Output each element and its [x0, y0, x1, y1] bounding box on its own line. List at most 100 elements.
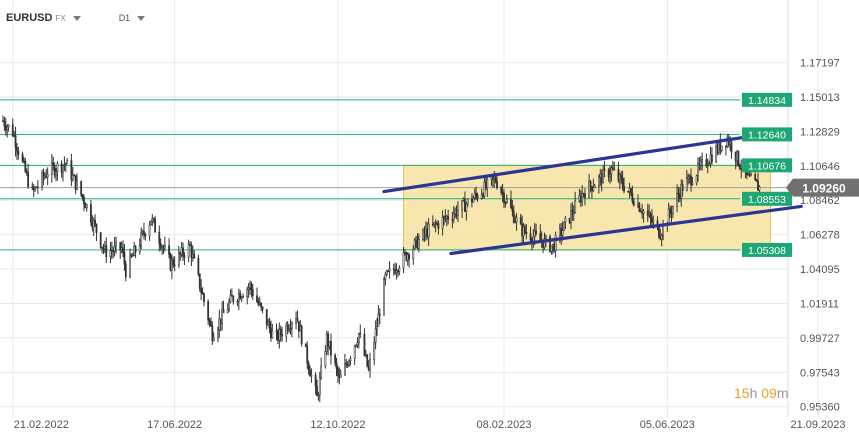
- candle-body: [115, 242, 117, 247]
- candle-body: [327, 333, 330, 347]
- candle-body: [758, 186, 761, 191]
- candle-body: [452, 213, 455, 220]
- candle-body: [328, 341, 331, 347]
- countdown-hours: 15: [734, 385, 750, 401]
- timeframe-label[interactable]: D1: [118, 13, 131, 23]
- candle-body: [53, 165, 56, 176]
- y-tick-label: 0.95360: [800, 402, 840, 414]
- candle-body: [131, 255, 134, 257]
- candle-body: [607, 169, 610, 178]
- candle-body: [102, 247, 105, 250]
- price-axis: 1.17197 1.15013 1.12829 1.10646 1.08462 1.062…: [800, 58, 840, 414]
- candle-body: [348, 360, 350, 366]
- candle-body: [476, 194, 479, 199]
- candle-body: [570, 210, 572, 223]
- candle-body: [424, 228, 427, 235]
- candle-body: [237, 293, 240, 302]
- candle-body: [558, 228, 561, 236]
- candle-body: [510, 199, 512, 209]
- candle-body: [309, 369, 311, 377]
- candle-body: [90, 204, 92, 223]
- candle-body: [591, 186, 593, 192]
- candle-body: [384, 274, 387, 280]
- candle-body: [152, 218, 155, 220]
- candle-body: [25, 171, 28, 173]
- candle-body: [716, 146, 719, 153]
- candle-body: [260, 302, 263, 308]
- candle-body: [533, 230, 536, 237]
- candle-body: [183, 255, 186, 258]
- timeframe-dropdown-icon[interactable]: [137, 15, 146, 21]
- candle-body: [431, 223, 434, 226]
- candle-body: [50, 162, 53, 175]
- candle-body: [295, 318, 297, 324]
- candle-body: [667, 208, 670, 224]
- candle-body: [568, 217, 571, 223]
- candle-body: [138, 245, 141, 253]
- candle-body: [182, 247, 184, 256]
- candle-body: [36, 186, 39, 189]
- x-tick-label: 05.06.2023: [640, 419, 695, 431]
- candle-body: [550, 245, 553, 252]
- candle-body: [366, 354, 369, 367]
- candle-body: [297, 321, 300, 332]
- candle-body: [34, 186, 36, 191]
- candle-body: [620, 174, 623, 179]
- candle-body: [579, 195, 582, 203]
- level-label-bg: [742, 242, 792, 257]
- candle-body: [395, 270, 398, 274]
- candle-body: [687, 176, 690, 179]
- candle-body: [91, 221, 94, 228]
- candle-body: [154, 219, 157, 233]
- candle-body: [676, 193, 678, 207]
- candle-body: [376, 326, 378, 330]
- candle-body: [140, 232, 143, 246]
- y-tick-label: 1.01911: [800, 298, 839, 310]
- candle-body: [275, 330, 278, 333]
- candle-body: [316, 385, 318, 397]
- candle-body: [189, 244, 191, 246]
- candle-body: [394, 269, 397, 274]
- candle-body: [466, 198, 469, 205]
- candle-body: [161, 246, 163, 249]
- candle-body: [443, 216, 445, 218]
- candle-body: [736, 150, 738, 162]
- candle-body: [397, 270, 399, 273]
- candle-body: [632, 200, 635, 206]
- candle-body: [593, 185, 596, 188]
- symbol-label[interactable]: EURUSD: [6, 12, 53, 24]
- candle-body: [271, 330, 274, 339]
- candle-body: [519, 217, 522, 225]
- candle-countdown: 15h 09m: [734, 385, 789, 401]
- candle-body: [493, 177, 496, 180]
- candle-body: [455, 209, 458, 216]
- candle-body: [588, 181, 591, 198]
- y-tick-label: 1.17197: [800, 58, 840, 70]
- candle-body: [483, 181, 486, 197]
- candle-body: [124, 263, 127, 278]
- candle-body: [159, 243, 162, 249]
- candle-body: [387, 270, 390, 273]
- level-label-bg: [742, 127, 792, 142]
- candle-body: [500, 187, 503, 193]
- candle-body: [610, 167, 613, 175]
- candle-body: [392, 268, 395, 270]
- candle-body: [563, 221, 565, 231]
- candle-body: [99, 232, 102, 248]
- candle-body: [270, 327, 272, 339]
- candle-body: [129, 254, 131, 278]
- candle-body: [172, 259, 175, 266]
- current-price-tag: [786, 178, 859, 197]
- candle-body: [80, 180, 83, 195]
- candle-body: [524, 226, 526, 233]
- candle-body: [101, 246, 103, 249]
- candle-body: [597, 176, 600, 187]
- candle-body: [512, 210, 515, 223]
- candle-body: [637, 203, 639, 206]
- candle-body: [628, 188, 631, 192]
- candle-body: [599, 173, 602, 178]
- symbol-dropdown-icon[interactable]: [72, 15, 81, 21]
- candle-body: [337, 368, 339, 376]
- candle-body: [416, 236, 419, 249]
